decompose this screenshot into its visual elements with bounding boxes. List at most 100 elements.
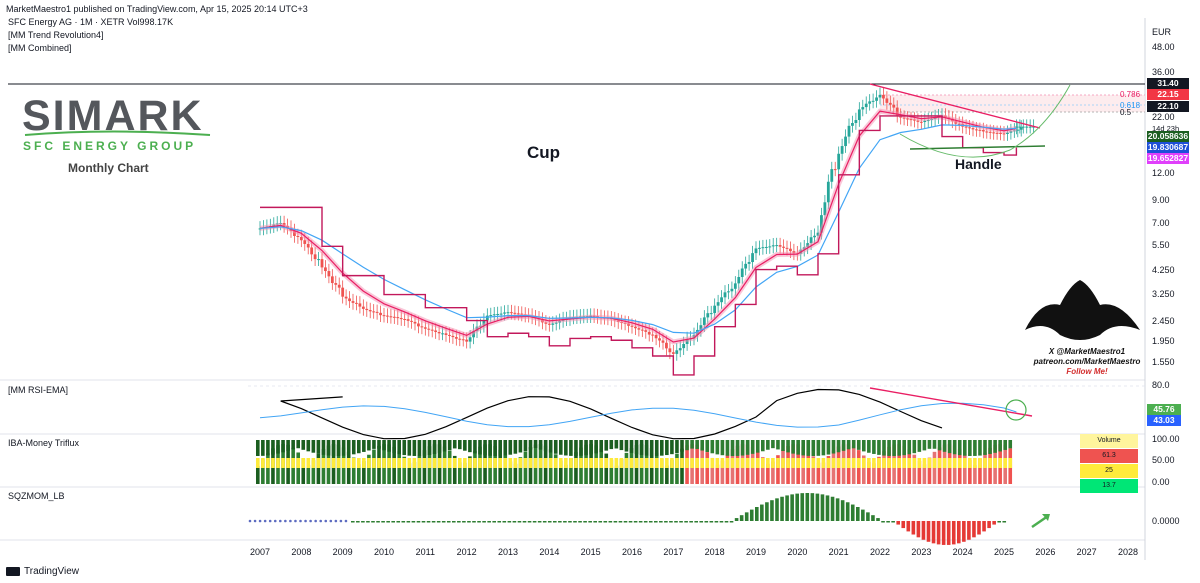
triflux-top-bar (367, 440, 371, 451)
trend-revolution-line (260, 115, 1018, 376)
sqz-bar (386, 521, 390, 523)
sqz-bar (800, 493, 805, 521)
sqz-bar (982, 521, 986, 532)
candle-body (861, 107, 865, 110)
triflux-mid-bar (513, 458, 518, 468)
candle-body (441, 333, 444, 335)
candle-body (375, 311, 379, 313)
sqz-bar (946, 521, 951, 545)
candle-body (337, 284, 341, 288)
sqz-bar (532, 521, 537, 523)
triflux-mid-bar (326, 458, 331, 468)
handle-support-line (909, 145, 1046, 150)
candle-body (995, 132, 999, 134)
candle-body (1002, 133, 1006, 135)
triflux-mid-bar (584, 458, 588, 468)
triflux-mid-bar (963, 458, 967, 468)
triflux-mid-bar (806, 458, 811, 468)
triflux-mid-bar (316, 458, 321, 468)
triflux-bar (665, 465, 669, 484)
triflux-mid-bar (538, 458, 543, 468)
triflux-mid-bar (559, 458, 563, 468)
candle-body (999, 132, 1002, 134)
triflux-top-bar (660, 440, 664, 456)
candle-body (327, 271, 331, 277)
fib-label: 0.786 (1120, 90, 1141, 99)
sqz-dot (284, 519, 287, 523)
triflux-bar (553, 454, 558, 484)
triflux-mid-bar (437, 458, 442, 468)
triflux-mid-bar (412, 458, 417, 468)
sqz-dot (294, 519, 297, 523)
candle-body (437, 332, 441, 334)
pane-tick-label: 0.00 (1152, 477, 1170, 487)
candle-body (320, 259, 324, 268)
price-label: 19.652827 (1147, 153, 1189, 164)
sqz-bar (623, 521, 628, 523)
sqz-bar (744, 512, 749, 521)
triflux-mid-bar (478, 458, 482, 468)
triflux-bar (261, 459, 265, 484)
triflux-top-bar (316, 440, 321, 454)
sqz-bar (886, 521, 890, 523)
triflux-top-bar (851, 440, 856, 449)
triflux-mid-bar (912, 458, 917, 468)
y-tick-label: 1.950 (1152, 336, 1175, 346)
triflux-top-bar (452, 440, 457, 449)
triflux-bar (458, 462, 462, 484)
sqz-bar (724, 521, 729, 523)
candle-body (644, 330, 648, 332)
sqz-dot (324, 519, 328, 523)
y-tick-label: 22.00 (1152, 112, 1175, 122)
triflux-bar (311, 460, 316, 484)
triflux-mid-bar (670, 458, 674, 468)
triflux-bar (862, 455, 866, 484)
sqz-bar (881, 521, 885, 523)
triflux-mid-bar (983, 458, 987, 468)
triflux-bar (720, 460, 725, 484)
sqz-bar (967, 521, 971, 540)
triflux-mid-bar (483, 458, 487, 468)
triflux-bar (367, 454, 371, 484)
triflux-top-bar (740, 440, 745, 456)
sqz-bar (608, 521, 613, 523)
triflux-top-bar (695, 440, 699, 449)
sqz-bar (755, 507, 759, 521)
sqz-bar (987, 521, 991, 529)
triflux-top-bar (917, 440, 922, 452)
triflux-top-bar (957, 440, 962, 456)
rsi-value-label: 45.76 (1147, 404, 1181, 415)
candle-body (720, 297, 723, 303)
triflux-top-bar (634, 440, 639, 455)
triflux-top-bar (654, 440, 659, 456)
candle-body (789, 248, 792, 252)
sqz-bar (916, 521, 921, 538)
candle-body (379, 312, 382, 316)
triflux-top-bar (351, 440, 356, 455)
sqz-dot (319, 519, 323, 523)
triflux-mid-bar (306, 458, 311, 468)
sqz-bar (845, 502, 850, 521)
triflux-mid-bar (336, 458, 341, 468)
sqz-dot (268, 519, 272, 523)
triflux-mid-bar (569, 458, 573, 468)
candle-body (706, 313, 710, 318)
triflux-top-bar (498, 440, 502, 456)
sqz-bar (426, 521, 431, 523)
sqz-bar (477, 521, 481, 523)
candle-body (727, 291, 730, 293)
triflux-mid-bar (579, 458, 583, 468)
triflux-mid-bar (968, 458, 972, 468)
sqz-bar (462, 521, 466, 523)
triflux-mid-bar (856, 458, 861, 468)
triflux-mid-bar (634, 458, 639, 468)
triflux-mid-bar (801, 458, 805, 468)
triflux-mid-bar (922, 458, 927, 468)
sqz-bar (416, 521, 421, 523)
sqz-dot (253, 519, 257, 523)
sqz-bar (719, 521, 724, 523)
watermark-follow: Follow Me! (1066, 367, 1108, 376)
triflux-top-bar (362, 440, 366, 452)
triflux-top-bar (382, 440, 386, 451)
candle-body (678, 348, 682, 351)
